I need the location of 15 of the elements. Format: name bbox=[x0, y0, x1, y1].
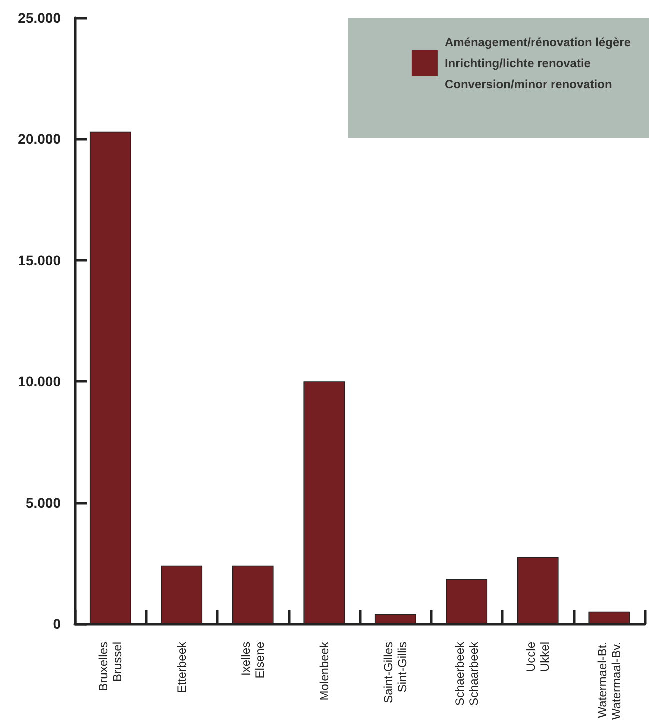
y-tick-label: 5.000 bbox=[26, 494, 62, 511]
x-tick-label: Ixelles Elsene bbox=[239, 642, 268, 679]
y-tick-label: 10.000 bbox=[18, 374, 62, 390]
legend-label: Aménagement/rénovation légère Inrichting/lichte renovatie Conversion/minor renovation bbox=[444, 36, 632, 92]
x-tick-label: Schaerbeek Schaarbeek bbox=[452, 641, 481, 706]
x-tick-label: Molenbeek bbox=[317, 641, 332, 701]
y-tick-label: 25.000 bbox=[18, 10, 62, 26]
x-tick-label: Etterbeek bbox=[174, 641, 189, 694]
x-tick-label: Uccle Ukkel bbox=[524, 642, 552, 672]
x-tick-label: Watermael-Bt. Watermaal-Bv. bbox=[595, 642, 624, 720]
y-tick-label: 0 bbox=[53, 616, 62, 632]
x-tick-label: Bruxelles Brussel bbox=[96, 642, 125, 692]
y-tick-label: 15.000 bbox=[18, 252, 62, 268]
x-tick-label: Saint-Gilles Sint-Gillis bbox=[382, 642, 410, 704]
y-tick-label: 20.000 bbox=[18, 131, 62, 148]
